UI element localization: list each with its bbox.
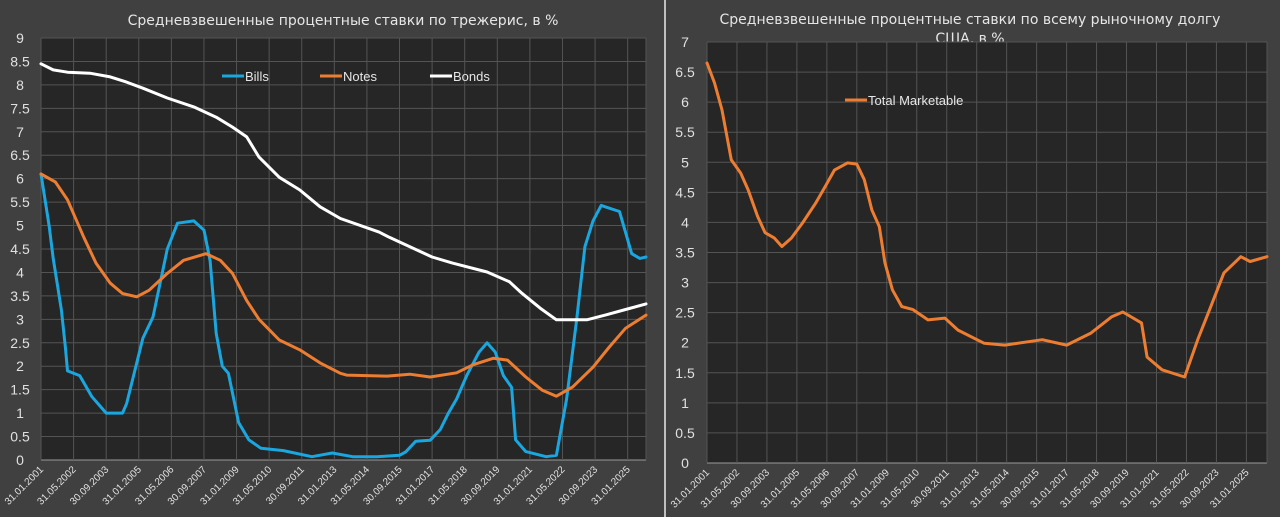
y-tick-label: 1.5 — [10, 382, 30, 398]
y-tick-label: 2 — [681, 335, 689, 351]
y-tick-label: 8.5 — [10, 53, 30, 69]
y-tick-label: 6 — [681, 94, 689, 110]
y-tick-label: 3 — [681, 275, 689, 291]
y-tick-label: 7 — [681, 34, 689, 50]
y-tick-label: 2 — [16, 358, 24, 374]
series-line-bonds — [39, 62, 648, 322]
series-line-bills — [39, 172, 648, 459]
right-chart-title-line-1: Средневзвешенные процентные ставки по вс… — [720, 12, 1221, 28]
legend-label: Bonds — [453, 69, 490, 84]
y-tick-label: 3.5 — [10, 288, 30, 304]
legend-label: Notes — [343, 69, 377, 84]
y-tick-label: 1.5 — [675, 365, 695, 381]
left-chart: 00.511.522.533.544.555.566.577.588.5931.… — [3, 30, 648, 508]
left-chart-title: Средневзвешенные процентные ставки по тр… — [128, 13, 559, 29]
y-tick-label: 2.5 — [675, 305, 695, 321]
y-tick-label: 8 — [16, 77, 24, 93]
y-tick-label: 5 — [16, 218, 24, 234]
y-tick-label: 6 — [16, 171, 24, 187]
series-line-notes — [39, 172, 648, 398]
y-tick-label: 7.5 — [10, 100, 30, 116]
y-tick-label: 3.5 — [675, 245, 695, 261]
y-tick-label: 4 — [681, 214, 689, 230]
y-tick-label: 2.5 — [10, 335, 30, 351]
y-tick-label: 3 — [16, 311, 24, 327]
legend-label: Bills — [245, 69, 269, 84]
y-tick-label: 5.5 — [675, 124, 695, 140]
y-tick-label: 7 — [16, 124, 24, 140]
y-tick-label: 0 — [681, 455, 689, 471]
y-tick-label: 4.5 — [10, 241, 30, 257]
y-tick-label: 0.5 — [675, 425, 695, 441]
y-tick-label: 5 — [681, 154, 689, 170]
y-tick-label: 5.5 — [10, 194, 30, 210]
y-tick-label: 1 — [16, 405, 24, 421]
right-chart: 00.511.522.533.544.555.566.5731.01.20013… — [669, 34, 1269, 511]
y-tick-label: 6.5 — [10, 147, 30, 163]
y-tick-label: 4.5 — [675, 184, 695, 200]
y-tick-label: 6.5 — [675, 64, 695, 80]
series-line-total-marketable — [705, 61, 1269, 379]
y-tick-label: 0 — [16, 452, 24, 468]
y-tick-label: 9 — [16, 30, 24, 46]
legend-label: Total Marketable — [868, 93, 963, 108]
y-tick-label: 1 — [681, 395, 689, 411]
y-tick-label: 4 — [16, 264, 24, 280]
y-tick-label: 0.5 — [10, 429, 30, 445]
